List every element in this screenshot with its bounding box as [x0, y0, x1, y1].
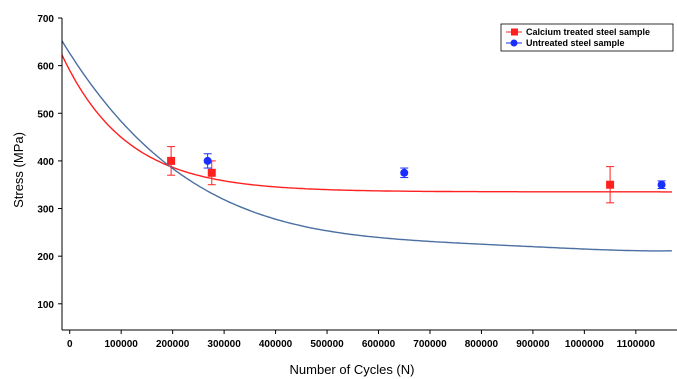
x-tick-label: 300000 [207, 339, 241, 350]
fit-curve-1 [61, 54, 672, 193]
legend-marker-circle [510, 39, 518, 47]
x-tick-label: 700000 [413, 339, 447, 350]
legend-label: Calcium treated steel sample [526, 27, 650, 37]
x-axis-ticks: 0 100000 200000 300000 400000 500000 600000 700… [67, 330, 656, 350]
data-points [167, 146, 666, 204]
x-tick-label: 600000 [362, 339, 396, 350]
data-point-square [167, 156, 176, 165]
data-point-square [606, 180, 615, 189]
data-point-circle [203, 156, 212, 165]
x-tick-label: 900000 [516, 339, 550, 350]
axes [61, 18, 677, 331]
x-tick-label: 800000 [465, 339, 499, 350]
legend-box [500, 23, 674, 52]
y-tick-label: 100 [37, 300, 54, 311]
fit-curve-2 [61, 40, 672, 252]
x-tick-label: 100000 [104, 339, 138, 350]
y-tick-label: 400 [37, 157, 54, 168]
data-point-square [207, 168, 216, 177]
x-tick-label: 0 [67, 339, 73, 350]
y-axis-ticks: 100 200 300 400 500 600 700 [37, 14, 62, 311]
y-tick-label: 600 [37, 62, 54, 73]
data-point-circle [400, 168, 409, 177]
data-point-circle [657, 180, 666, 189]
legend-label: Untreated steel sample [526, 38, 625, 48]
y-tick-label: 500 [37, 109, 54, 120]
x-axis-title: Number of Cycles (N) [290, 362, 415, 377]
y-tick-label: 700 [37, 14, 54, 25]
legend-marker-square [511, 28, 518, 36]
y-tick-label: 200 [37, 252, 54, 263]
x-tick-label: 200000 [156, 339, 190, 350]
x-tick-label: 1000000 [565, 339, 604, 350]
y-axis-title: Stress (MPa) [11, 132, 26, 208]
x-tick-label: 1100000 [617, 339, 656, 350]
y-tick-label: 300 [37, 205, 54, 216]
fit-curves [61, 40, 672, 252]
x-tick-label: 500000 [310, 339, 344, 350]
x-tick-label: 400000 [259, 339, 293, 350]
